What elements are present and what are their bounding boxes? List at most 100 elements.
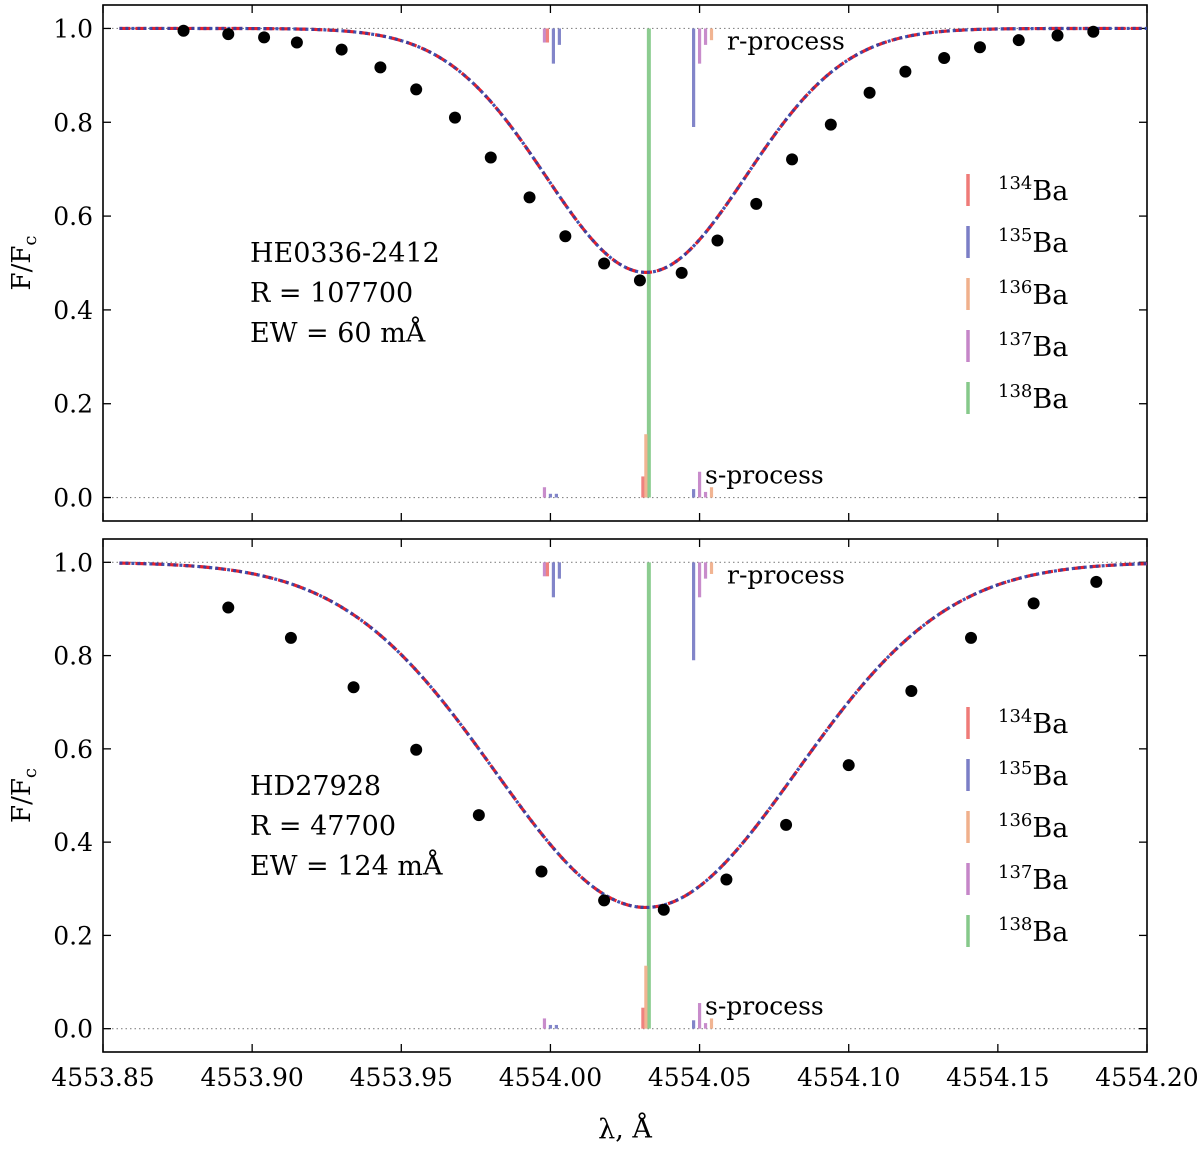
r-process-label: r-process — [727, 560, 845, 589]
x-tick-label: 4554.05 — [648, 1063, 751, 1092]
legend-element: Ba — [1032, 228, 1068, 259]
legend-entry-ba137: 137Ba — [998, 329, 1068, 363]
observed-point — [410, 743, 423, 756]
y-tick-label: 0.2 — [53, 390, 93, 419]
observed-point — [347, 681, 360, 694]
x-tick-label: 4554.15 — [946, 1063, 1049, 1092]
y-tick-label: 0.0 — [53, 484, 93, 513]
observed-point — [559, 230, 572, 243]
observed-point — [899, 65, 912, 78]
observed-point — [535, 865, 548, 878]
observed-point — [448, 111, 461, 124]
x-tick-label: 4553.90 — [200, 1063, 303, 1092]
legend-element: Ba — [1032, 761, 1068, 792]
y-tick-label: 0.0 — [53, 1015, 93, 1044]
observed-point — [523, 191, 536, 204]
legend-entry-ba135: 135Ba — [998, 225, 1068, 259]
y-tick-label: 0.6 — [53, 735, 93, 764]
legend-entry-ba134: 134Ba — [998, 706, 1068, 740]
observed-point — [290, 36, 303, 49]
observed-point — [222, 601, 235, 614]
observed-point — [780, 818, 793, 831]
x-tick-label: 4553.85 — [51, 1063, 154, 1092]
observed-point — [938, 52, 951, 65]
legend-element: Ba — [1032, 384, 1068, 415]
observed-point — [222, 28, 235, 41]
observed-point — [750, 197, 763, 210]
observed-point — [472, 809, 485, 822]
legend-mass-number: 134 — [998, 706, 1032, 727]
observed-point — [410, 83, 423, 96]
x-tick-label: 4553.95 — [350, 1063, 453, 1092]
observed-point — [973, 41, 986, 54]
y-tick-label: 1.0 — [53, 14, 93, 43]
observed-point — [598, 257, 611, 270]
observed-point — [284, 631, 297, 644]
observed-point — [177, 24, 190, 37]
legend-mass-number: 134 — [998, 173, 1032, 194]
y-tick-label: 1.0 — [53, 548, 93, 577]
legend-element: Ba — [1032, 709, 1068, 740]
legend-mass-number: 135 — [998, 225, 1032, 246]
legend-element: Ba — [1032, 917, 1068, 948]
observed-point — [842, 759, 855, 772]
plot-frame — [102, 538, 1148, 1053]
y-tick-label: 0.8 — [53, 642, 93, 671]
x-tick-label: 4554.20 — [1095, 1063, 1198, 1092]
observed-point — [675, 266, 688, 279]
panel-1: 0.0 0.2 0.4 0.6 0.8 1.0 r-process s-process HE03… — [53, 4, 1148, 522]
y-axis-label: F/Fc — [7, 768, 41, 823]
observed-point — [374, 61, 387, 74]
equivalent-width-text: EW = 60 mÅ — [250, 316, 426, 349]
legend-element: Ba — [1032, 332, 1068, 363]
observed-point — [1027, 597, 1040, 610]
legend-entry-ba138: 138Ba — [998, 914, 1068, 948]
observed-point — [1087, 25, 1100, 38]
legend-entry-ba135: 135Ba — [998, 758, 1068, 792]
legend-entry-ba138: 138Ba — [998, 381, 1068, 415]
legend-element: Ba — [1032, 176, 1068, 207]
y-tick-label: 0.8 — [53, 108, 93, 137]
legend-entry-ba134: 134Ba — [998, 173, 1068, 207]
y-tick-label: 0.2 — [53, 921, 93, 950]
observed-point — [824, 118, 837, 131]
equivalent-width-text: EW = 124 mÅ — [250, 849, 443, 882]
legend-mass-number: 138 — [998, 381, 1032, 402]
observed-point — [965, 631, 978, 644]
observed-point — [1051, 29, 1064, 42]
plot-frame — [102, 4, 1148, 522]
y-axis-label: F/Fc — [7, 236, 41, 291]
legend-element: Ba — [1032, 280, 1068, 311]
observed-point — [657, 903, 670, 916]
observed-point — [258, 31, 271, 44]
legend-entry-ba137: 137Ba — [998, 862, 1068, 896]
y-axis-label-subscript: c — [20, 768, 41, 778]
y-tick-label: 0.4 — [53, 296, 93, 325]
legend-mass-number: 136 — [998, 810, 1032, 831]
observed-point — [711, 234, 724, 247]
y-axis-label-main: F/F — [7, 778, 37, 823]
y-axis-label-subscript: c — [20, 236, 41, 246]
observed-point — [905, 685, 918, 698]
observed-point — [1012, 34, 1025, 47]
observed-point — [720, 873, 733, 886]
observed-point — [484, 151, 497, 164]
legend-mass-number: 136 — [998, 277, 1032, 298]
star-name: HE0336-2412 — [250, 238, 440, 269]
observed-point — [1090, 575, 1103, 588]
legend-entry-ba136: 136Ba — [998, 277, 1068, 311]
model-curve-blue — [119, 561, 1148, 910]
legend-mass-number: 137 — [998, 862, 1032, 883]
x-tick-label: 4554.00 — [499, 1063, 602, 1092]
observed-point — [633, 274, 646, 287]
panel-2: 0.0 0.2 0.4 0.6 0.8 1.0 4553.85 4553.90 4553.95 4… — [51, 538, 1199, 1092]
r-process-label: r-process — [727, 26, 845, 55]
y-axis-label-main: F/F — [7, 246, 37, 291]
observed-point — [335, 43, 348, 56]
x-tick-label: 4554.10 — [797, 1063, 900, 1092]
y-tick-label: 0.4 — [53, 828, 93, 857]
resolution-text: R = 47700 — [250, 811, 396, 842]
legend-element: Ba — [1032, 813, 1068, 844]
